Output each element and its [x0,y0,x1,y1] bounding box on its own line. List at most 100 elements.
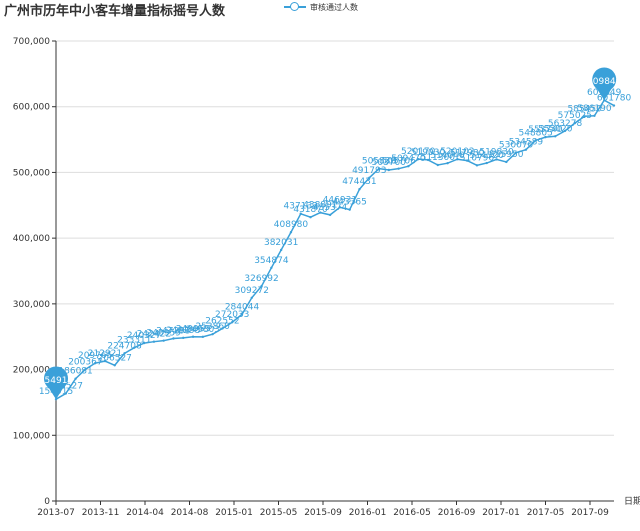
data-label: 534589 [509,138,544,148]
data-label: 517980 [450,149,485,159]
data-point [456,158,459,161]
data-label: 601780 [597,94,632,104]
data-label: 435374 [313,203,348,213]
data-point [368,176,371,180]
data-point [221,327,224,330]
data-label: 240327 [127,331,161,341]
data-label: 186081 [58,367,92,377]
data-point [377,167,381,170]
data-point [417,157,420,161]
data-label: 585450 [567,104,602,114]
data-label: 548805 [519,128,553,138]
data-point [485,161,488,165]
legend-item[interactable]: 审核通过人数 [284,0,358,14]
data-label: 408980 [274,220,309,230]
data-point [465,159,469,162]
data-point [573,121,577,125]
data-point [593,114,596,117]
data-point [319,211,322,214]
data-label: 206527 [98,353,132,363]
data-label: 563278 [548,119,583,129]
x-tick-label: 2015-01 [215,508,253,518]
min-pin-label: 154915 [39,376,73,386]
data-point [309,215,312,219]
data-label: 474431 [342,177,376,187]
data-point [524,148,528,151]
data-label: 505706 [381,157,416,167]
data-label: 212921 [88,349,122,359]
data-point [328,213,332,217]
data-label: 555020 [538,124,573,134]
data-point [84,368,87,371]
legend-label: 审核通过人数 [310,2,358,12]
data-label: 242422 [137,330,171,340]
data-point [172,337,175,340]
data-point [338,206,342,209]
y-tick-label: 0 [44,497,50,507]
x-tick-label: 2014-08 [171,508,209,518]
data-label: 520170 [401,147,436,157]
data-point [93,361,97,365]
data-label: 586190 [577,104,612,114]
data-point [279,248,283,252]
data-point [123,352,126,355]
data-point [446,162,449,165]
data-label: 163527 [49,382,83,392]
data-label: 224708 [107,341,142,351]
data-label: 309272 [235,286,269,296]
x-tick-label: 2017-05 [527,508,565,518]
data-point [64,392,67,395]
x-tick-label: 2015-05 [260,508,298,518]
data-label: 446931 [323,195,357,205]
data-point [211,332,214,336]
series-line [55,99,615,400]
data-label: 247293 [156,326,190,336]
data-point [603,99,606,102]
data-label: 233311 [117,336,151,346]
y-tick-label: 300,000 [13,300,50,310]
data-label: 509470 [391,154,426,164]
data-label: 382031 [264,238,298,248]
data-label: 530070 [499,141,534,151]
data-label: 575025 [558,111,592,121]
y-tick-label: 500,000 [13,168,50,178]
x-tick-label: 2014-04 [126,508,164,518]
min-pin [44,366,69,400]
data-label: 243959 [147,329,182,339]
data-point [133,346,136,349]
data-point [583,115,586,118]
data-label: 248293 [166,326,200,336]
data-point [74,377,77,380]
data-point [514,151,518,154]
data-point [475,164,479,167]
y-tick-label: 200,000 [13,366,50,376]
data-label: 249803 [186,325,220,335]
data-point [152,340,156,343]
data-point [240,313,244,316]
data-point [612,104,616,107]
x-tick-label: 2017-09 [571,508,609,518]
x-tick-label: 2016-01 [349,508,387,518]
data-label: 503700 [372,158,407,168]
data-label: 209765 [78,351,112,361]
legend-line-icon [284,2,306,12]
data-point [231,321,234,324]
data-point [270,266,273,269]
data-point [495,158,498,161]
max-pin-label: 609849 [587,77,622,87]
data-label: 253860 [195,322,230,332]
data-label: 511300 [421,153,456,163]
y-tick-label: 600,000 [13,103,50,113]
data-point [387,168,391,172]
x-tick-label: 2013-07 [37,508,75,518]
data-point [348,208,351,211]
data-point [358,188,361,191]
data-label: 491793 [352,166,386,176]
x-tick-label: 2013-11 [82,508,120,518]
data-label: 284044 [225,302,260,312]
max-marker: 609849 [587,67,622,101]
data-point [554,135,557,138]
y-tick-label: 700,000 [13,37,50,47]
data-label: 200367 [68,357,102,367]
